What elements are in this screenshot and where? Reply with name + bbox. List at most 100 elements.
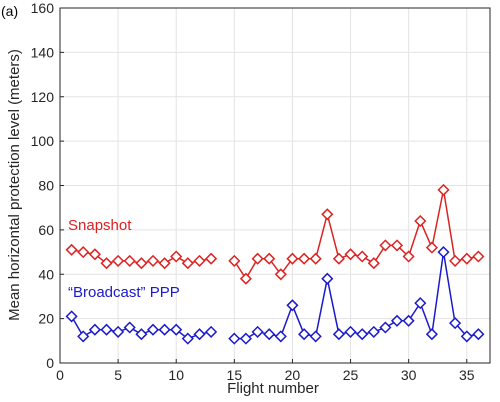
- data-point: [309, 252, 322, 265]
- y-tick-label: 60: [38, 222, 54, 238]
- series-1: [65, 246, 485, 345]
- x-tick-label: 5: [114, 367, 122, 383]
- series-line: [234, 251, 479, 340]
- x-tick-label: 0: [56, 367, 64, 383]
- series-line: [233, 189, 479, 281]
- data-point: [472, 328, 485, 341]
- data-point: [321, 208, 334, 221]
- data-point: [286, 299, 299, 312]
- data-point: [367, 325, 380, 338]
- data-point: [181, 257, 194, 270]
- data-point: [437, 246, 450, 259]
- data-point: [344, 248, 357, 261]
- y-tick-label: 0: [46, 355, 54, 371]
- data-point: [65, 310, 78, 323]
- data-point: [390, 314, 404, 327]
- data-point: [379, 321, 392, 334]
- data-point: [228, 332, 241, 345]
- y-tick-label: 80: [38, 178, 54, 194]
- data-point: [472, 250, 485, 263]
- y-axis-ticks: 0 20 40 60 80 100 120 140 160: [31, 0, 64, 371]
- data-point: [274, 330, 287, 343]
- data-point: [193, 328, 206, 341]
- data-point: [437, 183, 450, 196]
- data-point: [379, 239, 392, 252]
- data-point: [449, 254, 462, 267]
- data-point: [158, 323, 171, 336]
- data-point: [112, 325, 125, 338]
- y-tick-label: 160: [31, 0, 55, 16]
- data-point: [356, 250, 369, 263]
- data-point: [251, 252, 264, 265]
- data-point: [77, 330, 90, 343]
- data-point: [77, 246, 90, 259]
- x-tick-label: 15: [227, 367, 243, 383]
- data-point: [228, 254, 241, 267]
- data-point: [205, 252, 218, 265]
- data-point: [65, 243, 78, 256]
- data-point: [181, 332, 194, 345]
- data-point: [193, 254, 206, 267]
- data-point: [460, 252, 473, 265]
- data-point: [170, 323, 183, 336]
- data-point: [239, 332, 252, 345]
- y-tick-label: 100: [31, 133, 55, 149]
- data-point: [367, 257, 380, 270]
- panel-label: (a): [1, 3, 18, 19]
- data-point: [298, 252, 311, 265]
- data-point: [344, 325, 357, 338]
- data-point: [112, 254, 125, 267]
- x-tick-label: 25: [343, 367, 359, 383]
- data-point: [414, 214, 427, 228]
- data-point: [88, 323, 101, 336]
- data-point: [460, 330, 473, 343]
- data-point: [251, 325, 264, 338]
- series-0: [65, 183, 485, 285]
- data-point: [263, 252, 276, 265]
- data-point: [170, 250, 183, 263]
- y-tick-label: 140: [31, 44, 55, 60]
- data-point: [425, 328, 438, 341]
- series-layer: [65, 183, 485, 345]
- data-point: [449, 317, 462, 330]
- data-point: [402, 250, 415, 263]
- data-point: [239, 272, 252, 285]
- y-tick-label: 40: [38, 266, 54, 282]
- data-point: [298, 328, 311, 341]
- data-point: [100, 323, 113, 336]
- data-point: [205, 325, 218, 338]
- grid: [59, 7, 490, 364]
- data-point: [414, 297, 427, 310]
- data-point: [321, 272, 334, 285]
- data-point: [332, 328, 345, 341]
- x-axis-ticks: 0 5 10 15 20 25 30 35: [56, 359, 475, 383]
- x-axis-label: Flight number: [227, 380, 319, 397]
- data-point: [88, 248, 101, 261]
- data-point: [158, 257, 171, 270]
- data-point: [135, 257, 148, 270]
- data-point: [123, 321, 136, 334]
- y-tick-label: 120: [31, 89, 55, 105]
- data-point: [274, 268, 287, 281]
- data-point: [390, 239, 404, 252]
- data-point: [286, 252, 299, 265]
- x-tick-label: 10: [168, 367, 184, 383]
- y-axis-label: Mean horizontal protection level (meters…: [6, 49, 23, 321]
- data-point: [402, 314, 415, 327]
- data-point: [309, 330, 322, 343]
- data-point: [356, 328, 369, 341]
- series-label-snapshot: Snapshot: [68, 217, 132, 234]
- data-point: [146, 254, 160, 267]
- x-tick-label: 35: [459, 367, 475, 383]
- data-point: [123, 254, 136, 267]
- data-point: [100, 257, 113, 270]
- data-point: [263, 328, 276, 341]
- series-label-broadcast-ppp: “Broadcast” PPP: [68, 284, 180, 301]
- data-point: [425, 241, 438, 254]
- x-tick-label: 20: [285, 367, 301, 383]
- x-tick-label: 30: [401, 367, 417, 383]
- data-point: [332, 252, 345, 265]
- data-point: [135, 328, 148, 341]
- y-tick-label: 20: [38, 311, 54, 327]
